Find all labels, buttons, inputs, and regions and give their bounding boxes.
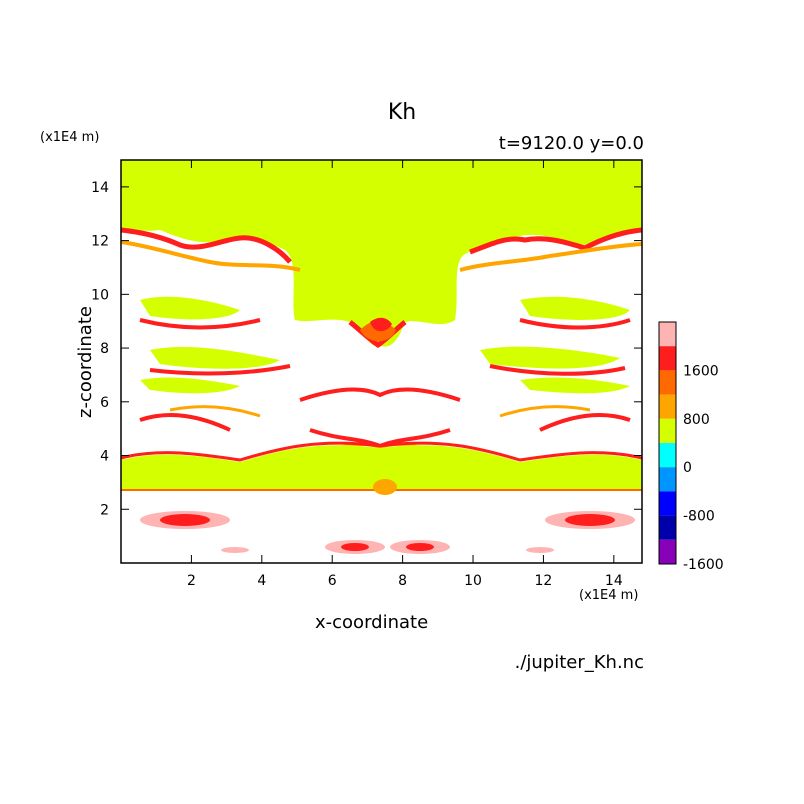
axes: 2 4 6 8 10 12 14 2 4 6 8 10 12 14 [91,160,642,589]
plot-frame [120,159,643,564]
x-unit-label: (x1E4 m) [579,588,639,603]
colorbar: 1600 800 0 -800 -1600 [658,321,724,573]
y-tick-label: 8 [100,341,109,357]
y-tick-label: 12 [91,234,109,250]
y-tick-label: 10 [91,287,109,303]
chart-title: Kh [387,100,417,125]
colorbar-label: -1600 [683,557,724,573]
colorbar-swatch [659,491,676,516]
y-tick-label: 6 [100,395,109,411]
x-tick-label: 12 [535,573,553,589]
upper-fringe [121,227,642,348]
y-tick-label: 2 [100,502,109,518]
x-tick-label: 14 [605,573,623,589]
x-axis-label: x-coordinate [315,612,429,633]
x-tick-label: 6 [328,573,337,589]
colorbar-swatch [659,515,676,540]
colorbar-label: -800 [683,509,715,525]
colorbar-swatch [659,443,676,468]
colorbar-swatch [659,467,676,492]
colorbar-swatch [659,346,676,371]
source-file-label: ./jupiter_Kh.nc [514,652,644,673]
time-label: t=9120.0 y=0.0 [498,133,644,154]
bottom-patches [140,479,635,554]
mid-fringes [139,318,631,449]
plot-area [121,160,642,563]
colorbar-swatch [659,394,676,419]
y-tick-label: 4 [100,449,109,465]
colorbar-swatch [659,418,676,443]
colorbar-label: 0 [683,460,692,476]
colorbar-label: 1600 [683,363,719,379]
colorbar-frame [658,321,677,565]
mid-blobs [140,296,630,394]
x-tick-label: 4 [257,573,266,589]
x-tick-label: 10 [464,573,482,589]
x-tick-label: 8 [398,573,407,589]
colorbar-swatch [659,322,676,347]
y-tick-label: 14 [91,180,109,196]
colorbar-label: 800 [683,412,710,428]
z-unit-label: (x1E4 m) [40,130,100,145]
upper-layer [121,160,642,347]
lower-band-fringe [121,441,642,462]
upper-fringe-orange [121,240,642,272]
colorbar-swatch [659,539,676,564]
lower-band [121,445,642,490]
x-tick-label: 2 [187,573,196,589]
colorbar-swatch [659,370,676,395]
